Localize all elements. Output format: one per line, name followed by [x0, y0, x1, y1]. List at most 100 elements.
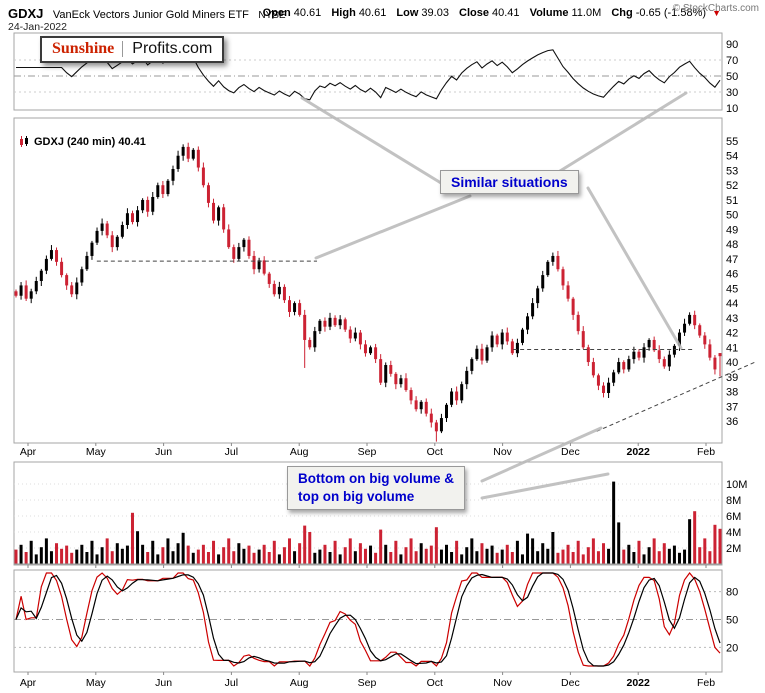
volume-tick-label: 10M [726, 479, 747, 491]
logo-profits-text: Profits.com [132, 40, 213, 57]
main-panel-border [13, 117, 723, 444]
annotation-similar-situations: Similar situations [440, 170, 579, 194]
x-axis-label: Feb [696, 446, 716, 458]
vol-panel-border [13, 461, 723, 566]
x-axis-label: Jun [155, 446, 173, 458]
x-axis-label: Jun [155, 677, 173, 689]
volume-label: Volume [529, 7, 569, 19]
candlestick-series [14, 142, 722, 442]
price-tick-label: 45 [726, 283, 738, 295]
down-arrow-icon: ▼ [712, 8, 721, 18]
x-axis-label: Apr [19, 677, 37, 689]
volume-value: 11.0M [571, 7, 602, 19]
x-axis-label: Jul [224, 446, 239, 458]
chg-value: -0.65 (-1.58%) [635, 7, 707, 19]
x-axis-labels-bottom: Apr May Jun Jul Aug Sep Oct Nov Dec 2022 Feb [0, 677, 765, 690]
open-label: Open [262, 7, 291, 19]
price-tick-label: 46 [726, 269, 738, 281]
x-axis-label: Feb [696, 677, 716, 689]
volume-series [14, 481, 722, 564]
volume-tick-label: 2M [726, 543, 741, 555]
x-axis-label: Sep [357, 677, 377, 689]
main-panel-legend: GDXJ (240 min) 40.41 [19, 136, 146, 148]
instrument-name: VanEck Vectors Junior Gold Miners ETF [52, 9, 249, 21]
price-tick-label: 49 [726, 224, 738, 236]
close-value: 40.41 [491, 7, 520, 19]
x-axis-labels-mid: Apr May Jun Jul Aug Sep Oct Nov Dec 2022 Feb [0, 446, 765, 459]
low-label: Low [396, 7, 419, 19]
price-tick-label: 43 [726, 313, 738, 325]
chg-label: Chg [611, 7, 633, 19]
stoch-panel-border [13, 569, 723, 673]
price-tick-label: 41 [726, 342, 738, 354]
annotation-callout-line [586, 186, 683, 350]
open-value: 40.61 [293, 7, 322, 19]
price-tick-label: 36 [726, 416, 738, 428]
x-axis-label: Oct [426, 446, 443, 458]
x-axis-label: May [85, 677, 106, 689]
annotation-volume-note-line1: Bottom on big volume & [298, 471, 454, 486]
dashed-rising-trendline [596, 361, 756, 432]
price-tick-label: 40 [726, 357, 738, 369]
chart-header-title: GDXJ VanEck Vectors Junior Gold Miners E… [8, 5, 286, 23]
rsi-tick-label: 10 [726, 103, 738, 115]
price-tick-label: 50 [726, 210, 738, 222]
x-axis-label: Aug [289, 446, 309, 458]
legend-text: GDXJ (240 min) 40.41 [34, 136, 146, 148]
exchange-label: NYSE [258, 10, 286, 21]
annotation-callout-line [314, 194, 472, 260]
volume-tick-label: 8M [726, 495, 741, 507]
price-tick-label: 37 [726, 401, 738, 413]
x-axis-label: 2022 [626, 446, 650, 458]
volume-tick-label: 4M [726, 527, 741, 539]
stoch-slow-line [15, 572, 721, 667]
annotation-callout-line [300, 96, 443, 185]
annotation-callout-line [480, 426, 603, 483]
rsi-tick-label: 50 [726, 71, 738, 83]
x-axis-label: Jul [224, 677, 239, 689]
logo-divider [122, 40, 124, 57]
low-value: 39.03 [421, 7, 449, 19]
annotation-callout-line [480, 472, 610, 500]
rsi-panel-border [13, 32, 723, 111]
rsi-tick-label: 90 [726, 39, 738, 51]
x-axis-label: Nov [493, 677, 512, 689]
x-axis-label: 2022 [626, 677, 650, 689]
price-tick-label: 55 [726, 136, 738, 148]
stoch-tick-label: 50 [726, 615, 738, 627]
x-axis-label: Sep [357, 446, 377, 458]
x-axis-label: Nov [493, 446, 512, 458]
annotation-volume-note: Bottom on big volume & top on big volume [287, 466, 465, 511]
close-label: Close [459, 7, 489, 19]
high-label: High [331, 7, 356, 19]
price-tick-label: 39 [726, 372, 738, 384]
candlestick-icon [20, 136, 28, 147]
price-tick-label: 48 [726, 239, 738, 251]
x-axis-label: Dec [561, 677, 580, 689]
price-tick-label: 54 [726, 151, 738, 163]
quote-summary: Open 40.61 High 40.61 Low 39.03 Close 40.41 … [256, 7, 721, 19]
price-tick-label: 38 [726, 387, 738, 399]
price-tick-label: 42 [726, 328, 738, 340]
high-value: 40.61 [358, 7, 387, 19]
x-axis-label: Dec [561, 446, 580, 458]
rsi-tick-label: 70 [726, 55, 738, 67]
stoch-tick-label: 20 [726, 642, 738, 654]
x-axis-label: Oct [426, 677, 443, 689]
ticker-symbol: GDXJ [8, 6, 44, 21]
chart-date: 24-Jan-2022 [8, 21, 67, 33]
x-axis-label: Apr [19, 446, 37, 458]
price-tick-label: 47 [726, 254, 738, 266]
annotation-callout-line [558, 91, 688, 173]
stoch-tick-label: 80 [726, 587, 738, 599]
rsi-tick-label: 30 [726, 87, 738, 99]
sunshine-profits-logo: Sunshine Profits.com [40, 36, 225, 63]
annotation-volume-note-line2: top on big volume [298, 489, 415, 505]
price-tick-label: 44 [726, 298, 738, 310]
rsi-line [16, 49, 721, 101]
price-tick-label: 53 [726, 165, 738, 177]
x-axis-label: Aug [289, 677, 309, 689]
x-axis-label: May [85, 446, 106, 458]
